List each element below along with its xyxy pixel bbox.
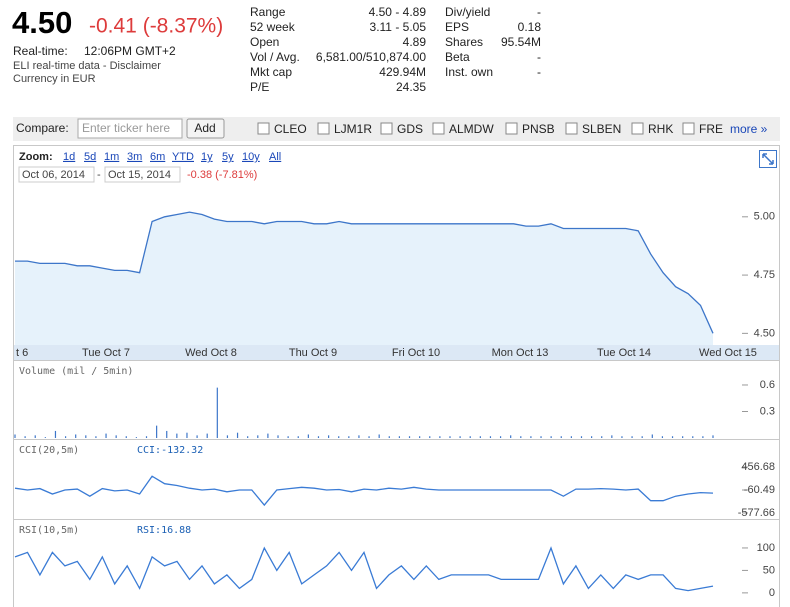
zoom-option[interactable]: 5d [84,151,96,163]
ticker-checkbox[interactable] [257,122,270,135]
indicator-line [14,546,714,592]
ticker-name: LJM1R [334,122,372,136]
y-tick-label: 0 [769,587,775,599]
day-label: Fri Oct 10 [392,347,440,359]
panel-current: CCI:-132.32 [137,445,203,456]
y-tick-label: -60.49 [744,484,775,496]
date-separator: - [97,169,101,181]
ticker-name: SLBEN [582,122,621,136]
stat-value: 6,581.00/510,874.00 [316,50,426,64]
y-tick-label: 4.50 [754,327,775,339]
add-button-label: Add [194,121,215,135]
date-to: Oct 15, 2014 [108,169,171,181]
y-tick-label: 4.75 [754,269,775,281]
stat-value: - [537,5,541,19]
stat-label: Mkt cap [250,65,292,79]
stat-label: Beta [445,50,470,64]
date-from: Oct 06, 2014 [22,169,85,181]
price-line [15,211,714,334]
panel-label: Volume (mil / 5min) [19,366,133,377]
day-label: Wed Oct 8 [185,347,237,359]
compare-label: Compare: [16,121,69,135]
panel-label: RSI(10,5m) [19,525,79,536]
currency: Currency in EUR [13,73,96,85]
ticker-checkbox[interactable] [380,122,393,135]
stat-label: Vol / Avg. [250,50,300,64]
disclaimer[interactable]: ELI real-time data - Disclaimer [13,60,161,72]
stat-label: Range [250,5,286,19]
panel-current: RSI:16.88 [137,525,191,536]
ticker-name: GDS [397,122,423,136]
zoom-option[interactable]: 1y [201,151,213,163]
stat-value: - [537,50,541,64]
stat-label: 52 week [250,20,296,34]
realtime-label: Real-time: [13,44,68,58]
date-to-box[interactable] [104,166,181,183]
day-label: Wed Oct 15 [699,347,757,359]
y-tick-label: 0.3 [760,405,775,417]
stat-label: EPS [445,20,469,34]
day-label: t 6 [16,347,28,359]
y-tick-label: 5.00 [754,211,775,223]
indicator-line [14,475,714,507]
ticker-checkbox[interactable] [565,122,578,135]
stat-value: 4.89 [403,35,427,49]
y-tick-label: 50 [763,564,775,576]
price: 4.50 [12,5,72,40]
more-link[interactable]: more » [730,122,768,136]
ticker-checkbox[interactable] [505,122,518,135]
zoom-option[interactable]: 3m [127,151,142,163]
zoom-option[interactable]: 6m [150,151,165,163]
stat-value: 4.50 - 4.89 [369,5,427,19]
ticker-placeholder: Enter ticker here [82,121,170,135]
zoom-option[interactable]: 10y [242,151,260,163]
panel-label: CCI(20,5m) [19,445,79,456]
zoom-option[interactable]: All [269,151,281,163]
stat-value: 3.11 - 5.05 [370,20,427,34]
range-change: -0.38 (-7.81%) [187,169,257,181]
ticker-name: CLEO [274,122,307,136]
zoom-option[interactable]: 1m [104,151,119,163]
price-area [15,212,713,345]
stat-value: 429.94M [379,65,426,79]
ticker-checkbox[interactable] [631,122,644,135]
zoom-option[interactable]: YTD [172,151,194,163]
day-label: Thu Oct 9 [289,347,337,359]
y-tick-label: 456.68 [741,461,775,473]
ticker-checkbox[interactable] [317,122,330,135]
stat-value: 95.54M [501,35,541,49]
stat-value: - [537,65,541,79]
ticker-name: FRE [699,122,723,136]
y-tick-label: -577.66 [738,507,775,519]
realtime-time: 12:06PM GMT+2 [84,44,176,58]
ticker-name: RHK [648,122,673,136]
stat-label: Shares [445,35,483,49]
ticker-checkbox[interactable] [682,122,695,135]
ticker-name: ALMDW [449,122,494,136]
stat-value: 0.18 [518,20,542,34]
day-label: Mon Oct 13 [492,347,549,359]
stat-value: 24.35 [396,80,426,94]
zoom-option[interactable]: 5y [222,151,234,163]
stat-label: Open [250,35,279,49]
expand-icon [762,153,774,165]
ticker-checkbox[interactable] [432,122,445,135]
add-button[interactable] [186,118,225,139]
day-label: Tue Oct 7 [82,347,130,359]
date-axis-band [14,345,779,360]
y-tick-label: 100 [757,542,775,554]
zoom-option[interactable]: 1d [63,151,75,163]
ticker-name: PNSB [522,122,555,136]
stat-label: Div/yield [445,5,490,19]
stat-label: Inst. own [445,65,493,79]
price-change: -0.41 (-8.37%) [89,15,223,38]
y-tick-label: 0.6 [760,379,775,391]
date-from-box[interactable] [18,166,95,183]
zoom-label: Zoom: [19,151,53,163]
day-label: Tue Oct 14 [597,347,651,359]
chart-frame [13,145,780,607]
ticker-input[interactable] [77,118,183,139]
stat-label: P/E [250,80,269,94]
